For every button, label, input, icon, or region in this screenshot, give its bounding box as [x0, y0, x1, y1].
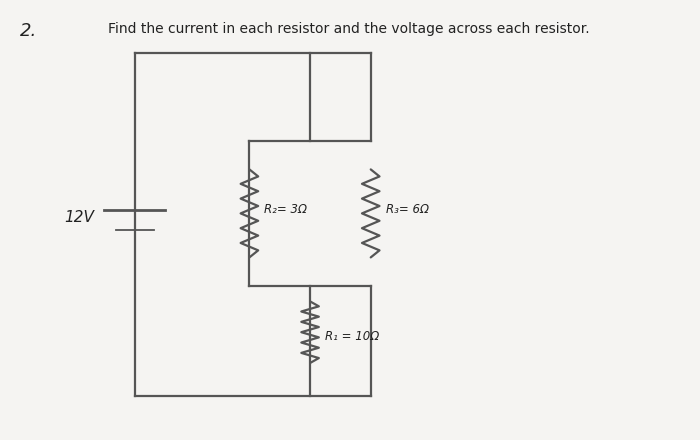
Text: R₃= 6Ω: R₃= 6Ω — [386, 202, 428, 216]
Text: R₂= 3Ω: R₂= 3Ω — [264, 202, 307, 216]
Text: R₁ = 10Ω: R₁ = 10Ω — [325, 330, 379, 343]
Text: 12V: 12V — [64, 210, 95, 225]
Text: Find the current in each resistor and the voltage across each resistor.: Find the current in each resistor and th… — [108, 22, 589, 36]
Text: 2.: 2. — [20, 22, 38, 40]
